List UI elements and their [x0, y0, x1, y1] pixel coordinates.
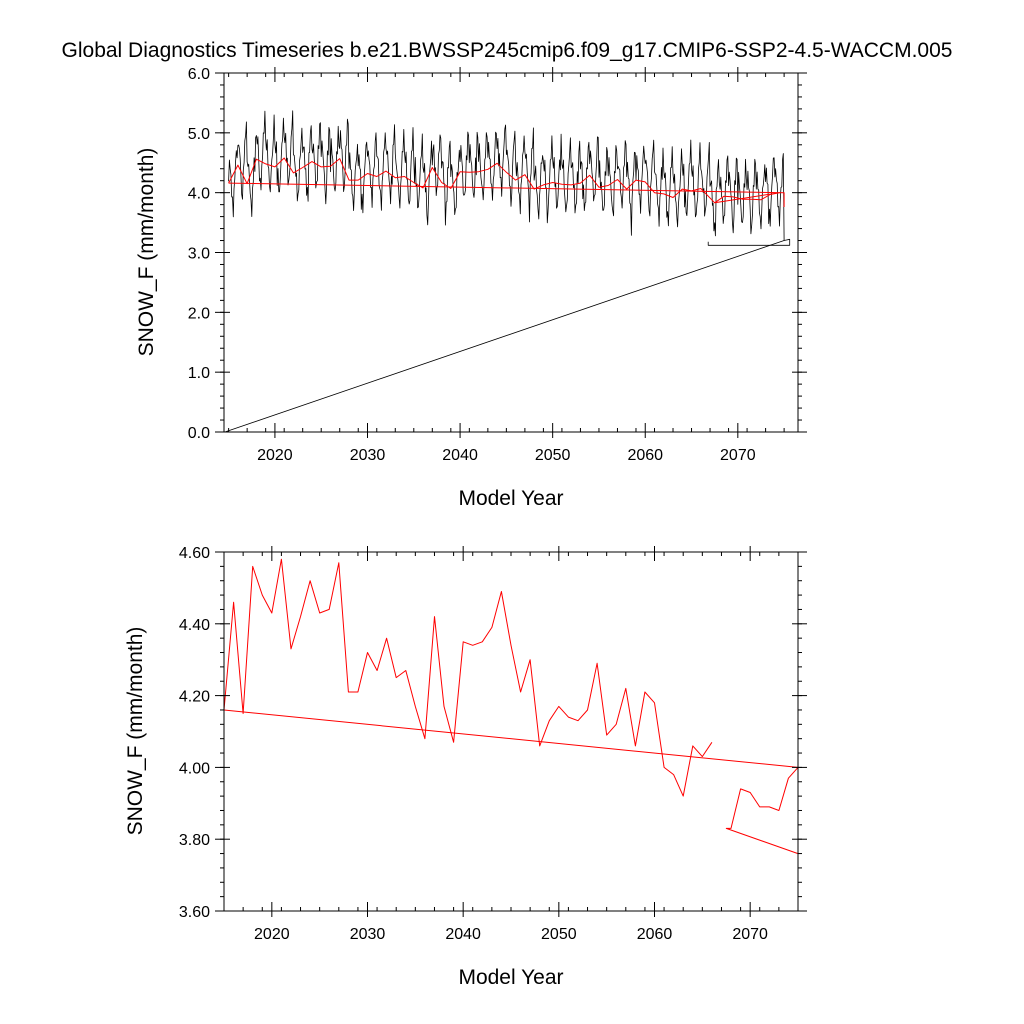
x-tick-label: 2070	[720, 447, 756, 464]
y-tick-labels-top: 0.0 1.0 2.0 3.0 4.0 5.0 6.0	[188, 66, 210, 442]
y-tick-label: 3.80	[179, 832, 210, 849]
x-tick-label: 2030	[350, 926, 386, 943]
y-tick-label: 4.00	[179, 760, 210, 777]
series-line-annual-tail	[725, 767, 799, 855]
y-tick-label: 4.40	[179, 617, 210, 634]
chart-title: Global Diagnostics Timeseries b.e21.BWSS…	[62, 39, 953, 62]
y-tick-label: 0.0	[188, 425, 210, 442]
x-axis-label-top: Model Year	[458, 487, 563, 510]
series-line-monthly	[228, 110, 791, 246]
y-tick-label: 2.0	[188, 305, 210, 322]
x-tick-label: 2040	[445, 926, 481, 943]
y-tick-label: 1.0	[188, 365, 210, 382]
x-tick-labels-top: 2020 2030 2040 2050 2060 2070	[257, 447, 756, 464]
x-tick-label: 2050	[541, 926, 577, 943]
x-tick-label: 2050	[535, 447, 571, 464]
x-tick-labels-bottom: 2020 2030 2040 2050 2060 2070	[254, 926, 768, 943]
plot-frame-top	[223, 72, 799, 433]
y-axis-label-top: SNOW_F (mm/month)	[135, 148, 158, 357]
ticks-bottom	[215, 546, 807, 917]
x-tick-label: 2060	[637, 926, 673, 943]
x-axis-label-bottom: Model Year	[458, 966, 563, 989]
x-tick-label: 2070	[732, 926, 768, 943]
x-tick-label: 2040	[442, 447, 478, 464]
y-tick-label: 4.60	[179, 545, 210, 562]
y-tick-labels-bottom: 3.60 3.80 4.00 4.20 4.40 4.60	[179, 545, 210, 921]
y-tick-label: 5.0	[188, 126, 210, 143]
plot-area-top	[224, 110, 791, 433]
y-tick-label: 6.0	[188, 66, 210, 83]
x-tick-label: 2030	[350, 447, 386, 464]
y-tick-label: 4.0	[188, 186, 210, 203]
series-line-trend	[223, 709, 799, 768]
timeseries-panel-top: 0.01.02.03.04.05.06.0 2020 2030 2040 2050 20…	[135, 66, 807, 510]
x-tick-label: 2020	[254, 926, 290, 943]
y-axis-label-bottom: SNOW_F (mm/month)	[124, 627, 147, 836]
plot-frame-bottom	[223, 551, 799, 912]
y-tick-label: 3.60	[179, 904, 210, 921]
y-tick-label: 4.20	[179, 689, 210, 706]
x-tick-label: 2020	[257, 447, 293, 464]
series-line-trend	[228, 182, 785, 207]
plot-area-bottom	[223, 558, 799, 855]
timeseries-panel-bottom: 3.60 3.80 4.00 4.20 4.40 4.60 2020 2030 2040 205…	[124, 545, 807, 989]
x-tick-label: 2060	[627, 447, 663, 464]
series-line-annual	[223, 558, 713, 797]
series-line-monthly-tail	[224, 240, 785, 433]
ticks-top	[215, 67, 807, 438]
series-line-annual	[228, 157, 780, 204]
y-tick-label: 3.0	[188, 246, 210, 263]
